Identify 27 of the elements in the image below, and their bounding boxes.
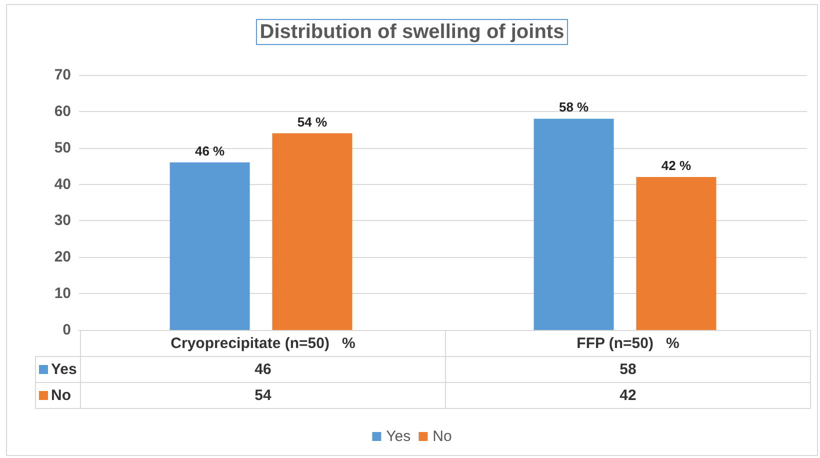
text: 58 [446,356,810,382]
data-label: 46 % [194,143,226,158]
y-tick-label: 0 [62,322,71,338]
text: 46 [80,356,446,382]
chart-title: Distribution of swelling of joints [260,21,564,43]
data-label: 42 % [661,158,692,173]
text: Yes [386,428,411,445]
x-tick-label: Cryoprecipitate (n=50) % [80,330,446,356]
text: No [51,387,71,404]
y-tick-label: 70 [54,66,71,84]
bar [272,133,352,330]
y-tick-label: 20 [54,248,71,266]
text: 42 [446,382,810,408]
text: 54 [80,382,446,408]
y-tick-label: 30 [54,212,71,230]
y-tick-label: 10 [54,285,71,302]
data-label: 58 % [558,100,590,115]
y-tick-label: 60 [54,102,71,120]
y-tick-label: 40 [54,176,71,193]
y-tick-label: 50 [54,139,71,156]
data-label: 54 % [297,114,328,130]
legend-label: Yes [36,356,80,382]
legend-label: No [432,428,452,445]
bar [534,118,614,330]
bar [636,177,716,330]
x-tick-label: FFP (n=50) % [446,330,810,356]
bar [170,162,250,330]
